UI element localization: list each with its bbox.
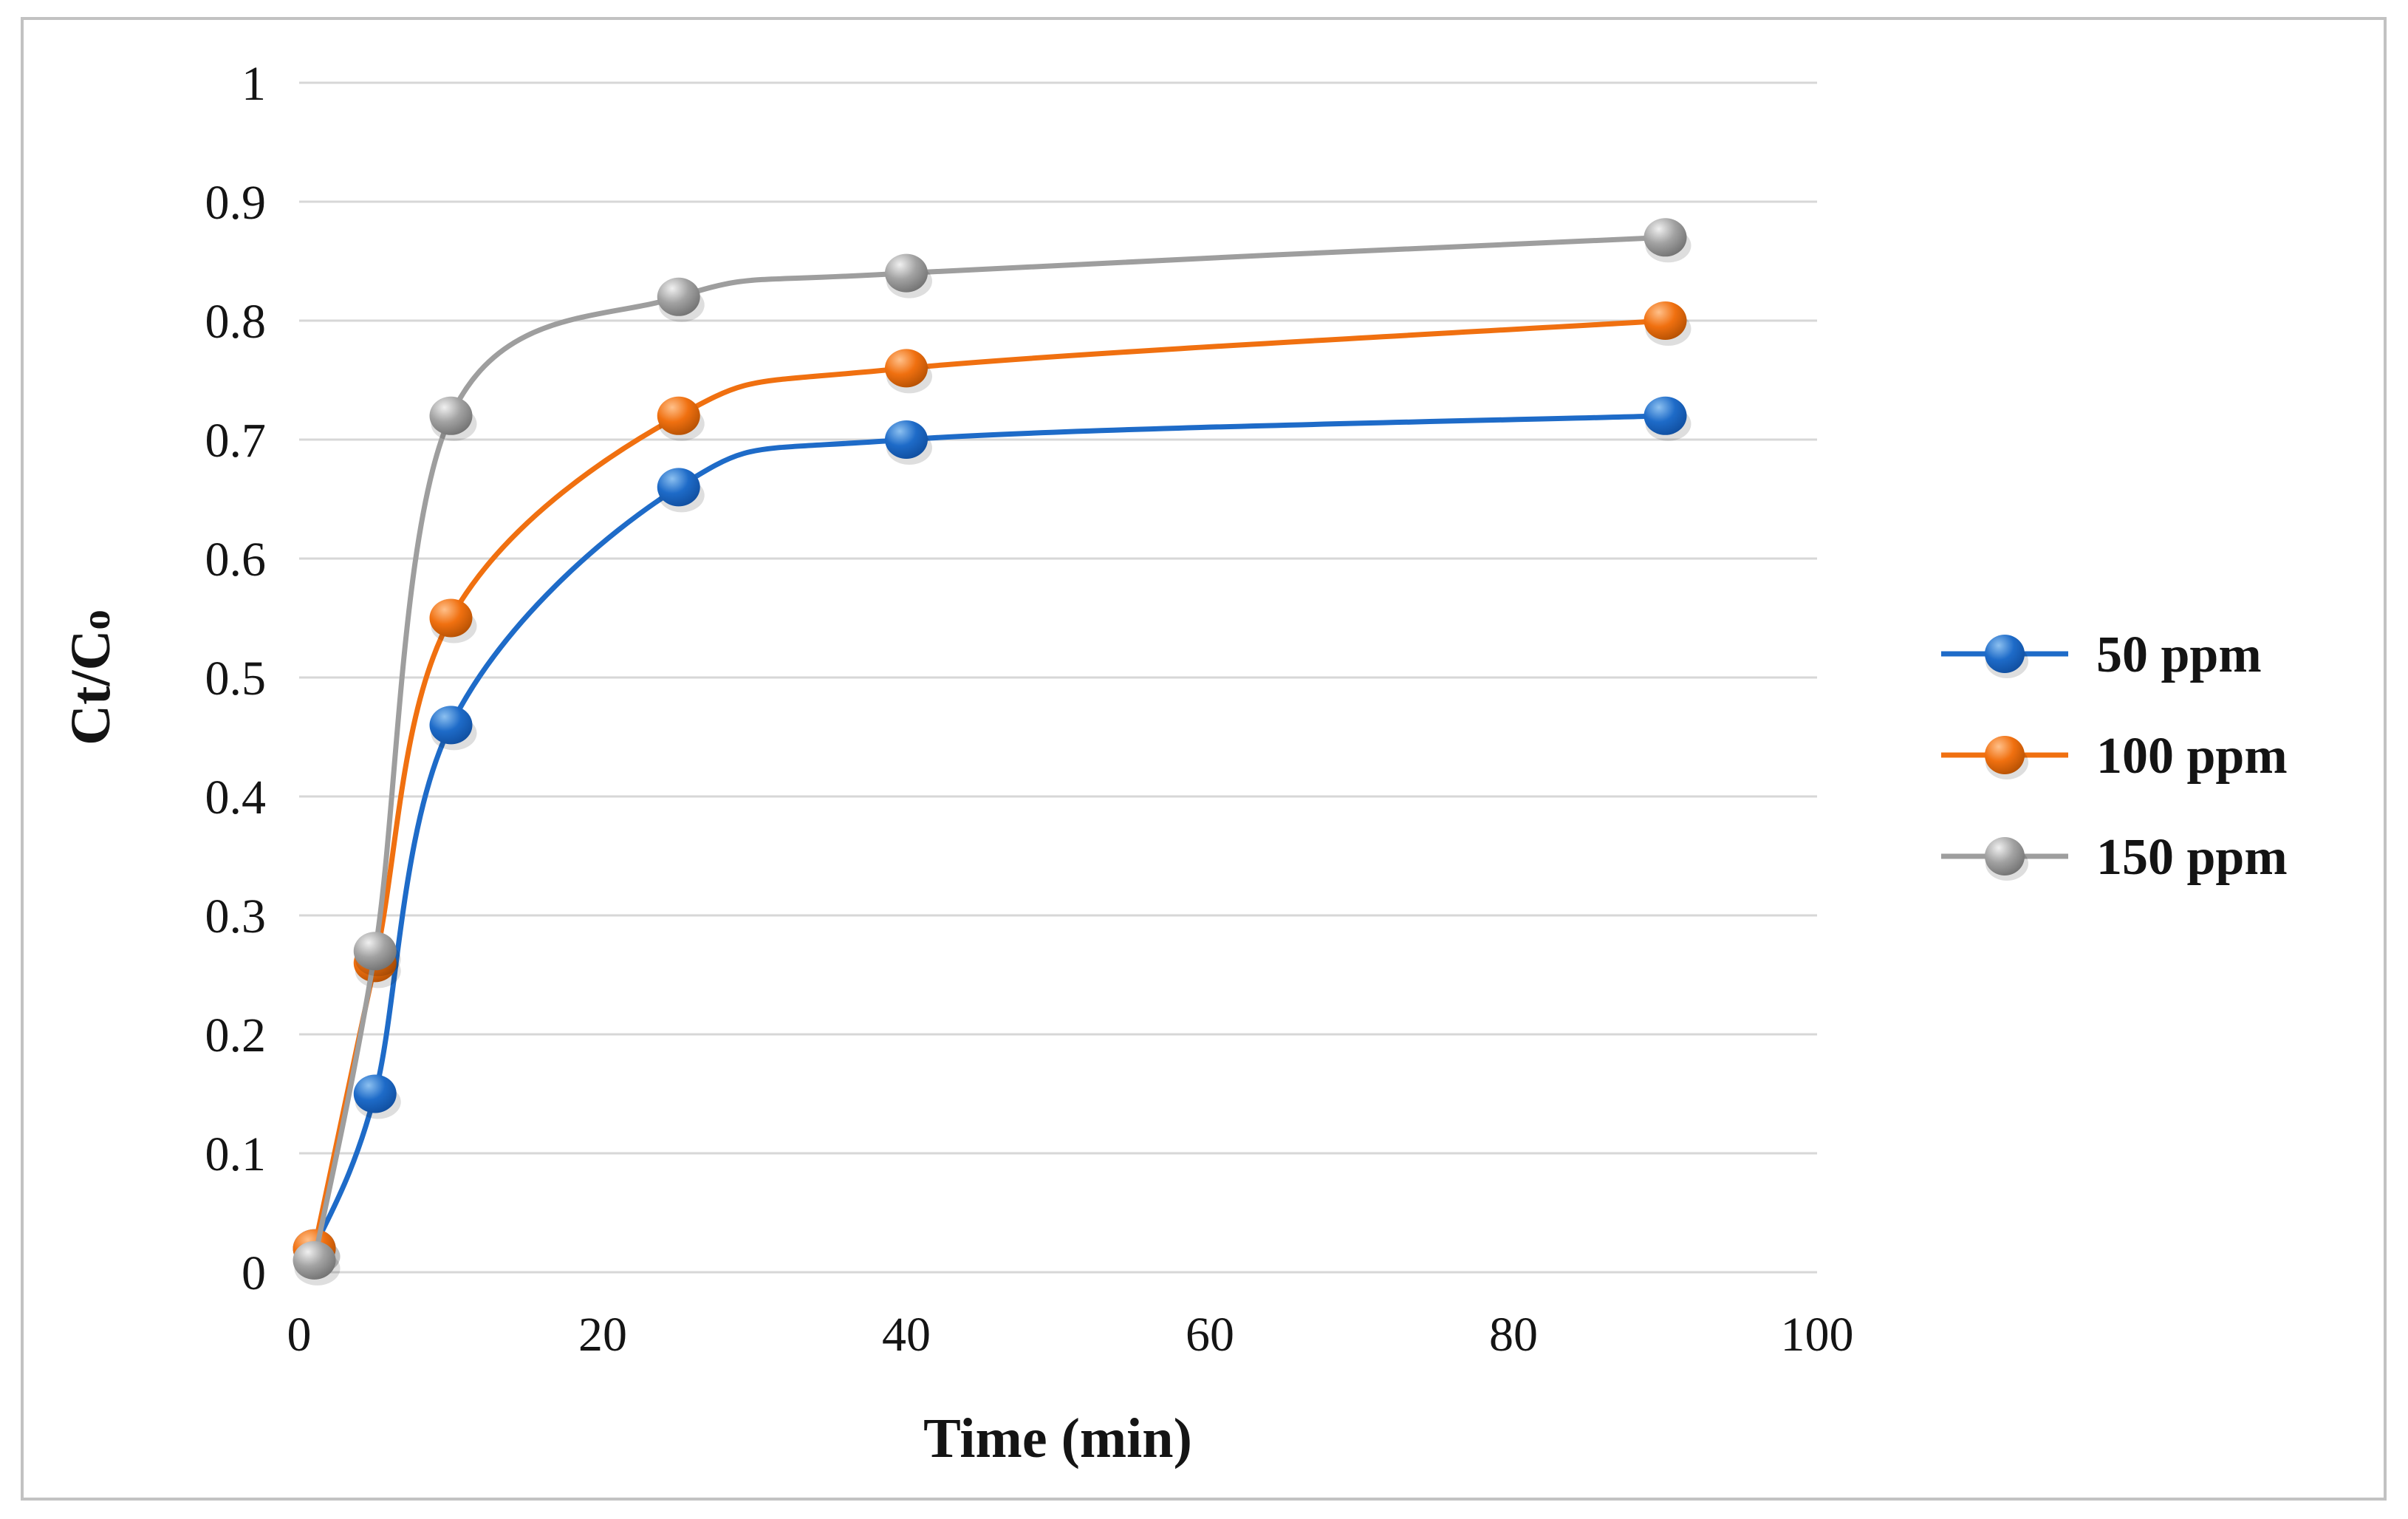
y-tick-label: 0.5 [205, 652, 267, 706]
x-tick-label: 20 [578, 1308, 627, 1362]
x-tick-label: 0 [287, 1308, 312, 1362]
series-100-ppm [293, 301, 1692, 1274]
x-tick-label: 100 [1781, 1308, 1854, 1362]
y-tick-label: 0.2 [205, 1008, 267, 1062]
marker-150-ppm [429, 396, 473, 435]
y-tick-label: 0.6 [205, 533, 267, 587]
y-tick-label: 0.9 [205, 176, 267, 230]
series-150-ppm [293, 218, 1692, 1286]
legend-item-150-ppm: 150 ppm [1941, 829, 2288, 886]
x-tick-label: 60 [1186, 1308, 1234, 1362]
marker-150-ppm [1643, 218, 1687, 257]
y-axis-title-base: Ct/C [60, 630, 122, 745]
marker-100-ppm [885, 349, 928, 388]
legend-marker-50-ppm [1985, 635, 2025, 673]
y-tick-label: 0.7 [205, 414, 267, 468]
marker-100-ppm [1643, 301, 1687, 340]
y-axis-tick-labels: 0 0.1 0.2 0.3 0.4 0.5 0.6 0.7 0.8 0.9 1 [205, 57, 267, 1300]
marker-100-ppm [657, 396, 700, 435]
legend-label-100-ppm: 100 ppm [2096, 728, 2288, 785]
marker-50-ppm [353, 1074, 397, 1113]
marker-150-ppm [353, 932, 397, 971]
gridlines [299, 81, 1817, 1274]
x-tick-label: 80 [1489, 1308, 1538, 1362]
marker-50-ppm [1643, 396, 1687, 435]
x-axis-tick-labels: 0 20 40 60 80 100 [287, 1308, 1854, 1362]
y-tick-label: 1 [242, 57, 266, 111]
legend-marker-150-ppm [1985, 837, 2025, 875]
marker-50-ppm [885, 420, 928, 459]
y-tick-label: 0.3 [205, 890, 267, 943]
marker-150-ppm [885, 253, 928, 293]
y-axis-title-sub: o [73, 610, 118, 630]
y-tick-label: 0.8 [205, 295, 267, 349]
series-line-150-ppm [312, 234, 1668, 1263]
x-axis-title: Time (min) [923, 1407, 1192, 1469]
legend-item-100-ppm: 100 ppm [1941, 728, 2288, 785]
marker-150-ppm [293, 1240, 336, 1280]
marker-100-ppm [429, 598, 473, 638]
legend: 50 ppm 100 ppm 150 ppm [1941, 627, 2288, 886]
legend-label-150-ppm: 150 ppm [2096, 829, 2288, 886]
y-tick-label: 0 [242, 1246, 266, 1300]
series-line-100-ppm [312, 318, 1668, 1252]
marker-50-ppm [657, 468, 700, 507]
y-axis-title: Ct/Co [60, 610, 122, 745]
marker-50-ppm [429, 706, 473, 745]
legend-marker-100-ppm [1985, 736, 2025, 774]
legend-label-50-ppm: 50 ppm [2096, 627, 2262, 683]
series-line-50-ppm [312, 413, 1668, 1252]
legend-item-50-ppm: 50 ppm [1941, 627, 2262, 683]
series-50-ppm [293, 396, 1692, 1274]
y-tick-label: 0.1 [205, 1127, 267, 1181]
y-tick-label: 0.4 [205, 771, 267, 825]
marker-150-ppm [657, 277, 700, 316]
x-tick-label: 40 [882, 1308, 931, 1362]
